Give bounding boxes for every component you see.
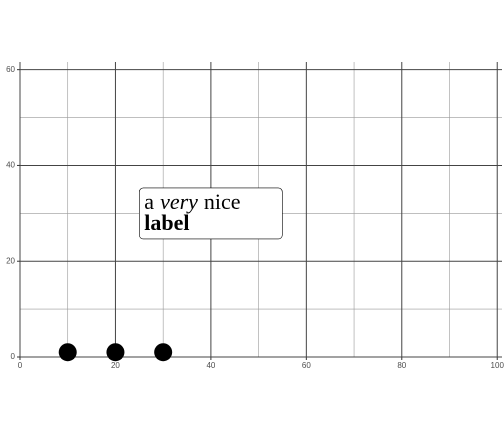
y-tick-label: 60: [6, 65, 15, 74]
x-tick-label: 40: [206, 361, 215, 370]
label-word: a: [144, 189, 154, 214]
y-tick-label: 20: [6, 256, 15, 265]
x-tick-label: 100: [491, 361, 504, 370]
label-word: nice: [204, 189, 241, 214]
label-word: label: [144, 210, 189, 235]
point: [154, 343, 173, 362]
label-line: label: [144, 210, 189, 235]
x-tick-label: 0: [18, 361, 23, 370]
x-tick-label: 60: [302, 361, 311, 370]
point: [58, 343, 77, 362]
label-word: very: [160, 189, 198, 214]
y-tick-label: 0: [11, 352, 16, 361]
x-tick-label: 80: [397, 361, 406, 370]
x-tick-label: 20: [111, 361, 120, 370]
label-line: a very nice: [144, 189, 240, 214]
label-box: [139, 187, 283, 240]
y-tick-label: 40: [6, 161, 15, 170]
point: [106, 343, 125, 362]
